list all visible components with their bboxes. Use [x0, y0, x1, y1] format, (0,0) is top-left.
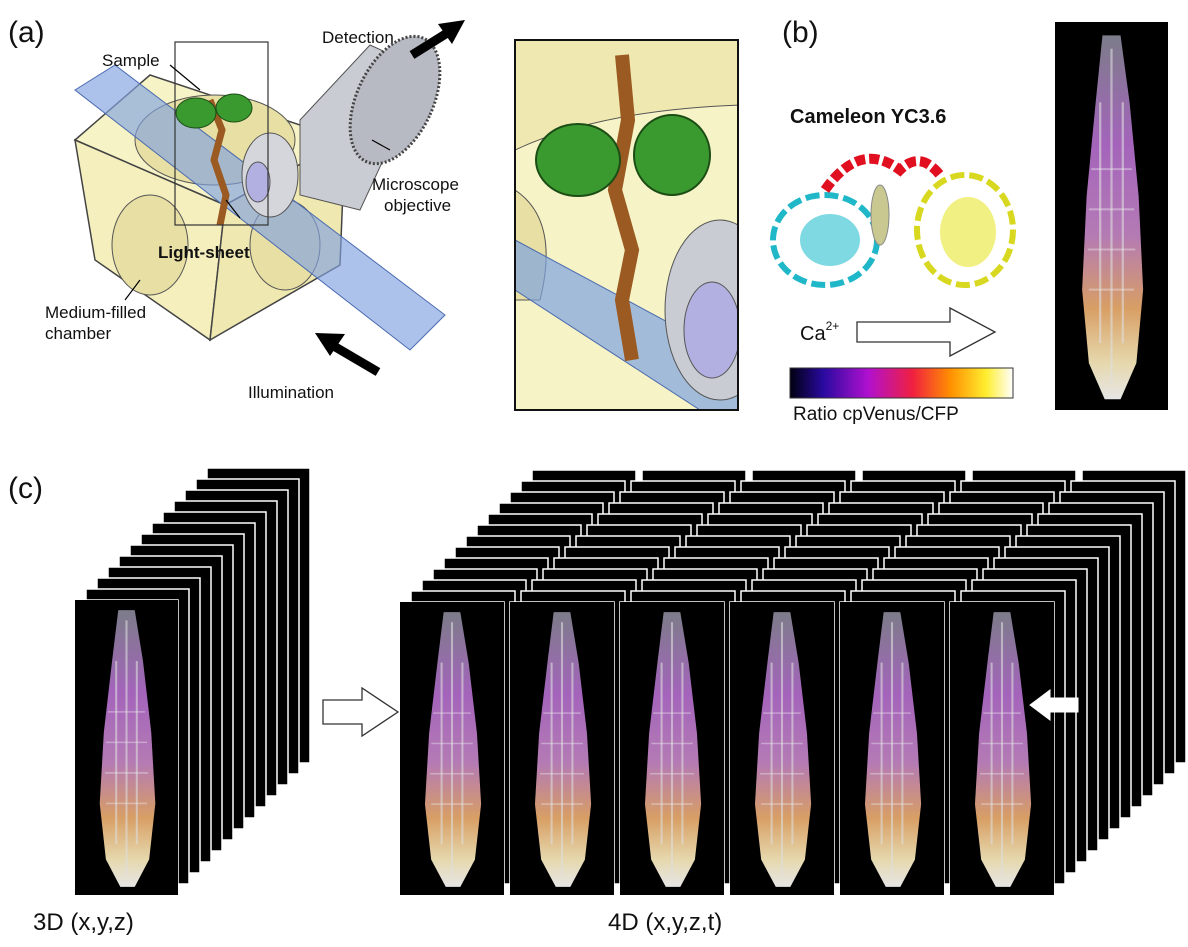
stack-label: 4D (x,y,z,t) — [608, 909, 722, 936]
chamber-illustration — [73, 20, 465, 376]
label-line: Medium-filled — [45, 303, 146, 322]
hole — [111, 194, 189, 296]
root-image — [730, 602, 834, 895]
root-image — [510, 602, 614, 895]
colorbar-label: Ratio cpVenus/CFP — [793, 404, 959, 425]
stacks — [74, 467, 1187, 896]
label: Illumination — [248, 383, 334, 402]
detection-arrowhead — [438, 20, 465, 44]
leader-lines — [124, 64, 391, 301]
highlight-arrow — [1029, 689, 1079, 721]
objective — [241, 34, 442, 218]
ion-label: Ca2+ — [800, 319, 839, 345]
plant — [175, 93, 253, 226]
protein-name: Cameleon YC3.6 — [790, 106, 946, 128]
label-line: chamber — [45, 324, 111, 343]
label-line: Microscope — [372, 175, 459, 194]
root-image — [400, 602, 504, 895]
ion: Ca — [800, 323, 826, 345]
root-image — [840, 602, 944, 895]
stack-arrow — [322, 686, 400, 738]
protein-structure — [770, 153, 1016, 288]
root-image — [950, 602, 1054, 895]
label: Detection — [322, 28, 394, 47]
illumination-arrow — [329, 341, 381, 376]
stack-label: 3D (x,y,z) — [33, 909, 134, 936]
label: Microscope objective — [372, 175, 459, 215]
panel-label: (b) — [782, 16, 819, 49]
colorbar — [789, 367, 1014, 399]
label-line: objective — [384, 196, 451, 215]
panel-label: (c) — [8, 472, 43, 505]
ion-charge: 2+ — [826, 319, 840, 333]
label: Sample — [102, 51, 160, 70]
label: Light-sheet — [158, 243, 250, 262]
root-image — [1055, 22, 1168, 410]
root-image — [75, 600, 178, 895]
sample-box — [174, 41, 269, 226]
panel-label: (a) — [8, 16, 45, 49]
illumination-arrowhead — [315, 333, 345, 356]
label: Medium-filled chamber — [45, 303, 146, 343]
ca-arrow — [856, 306, 997, 358]
inset — [514, 39, 739, 411]
root-image — [620, 602, 724, 895]
